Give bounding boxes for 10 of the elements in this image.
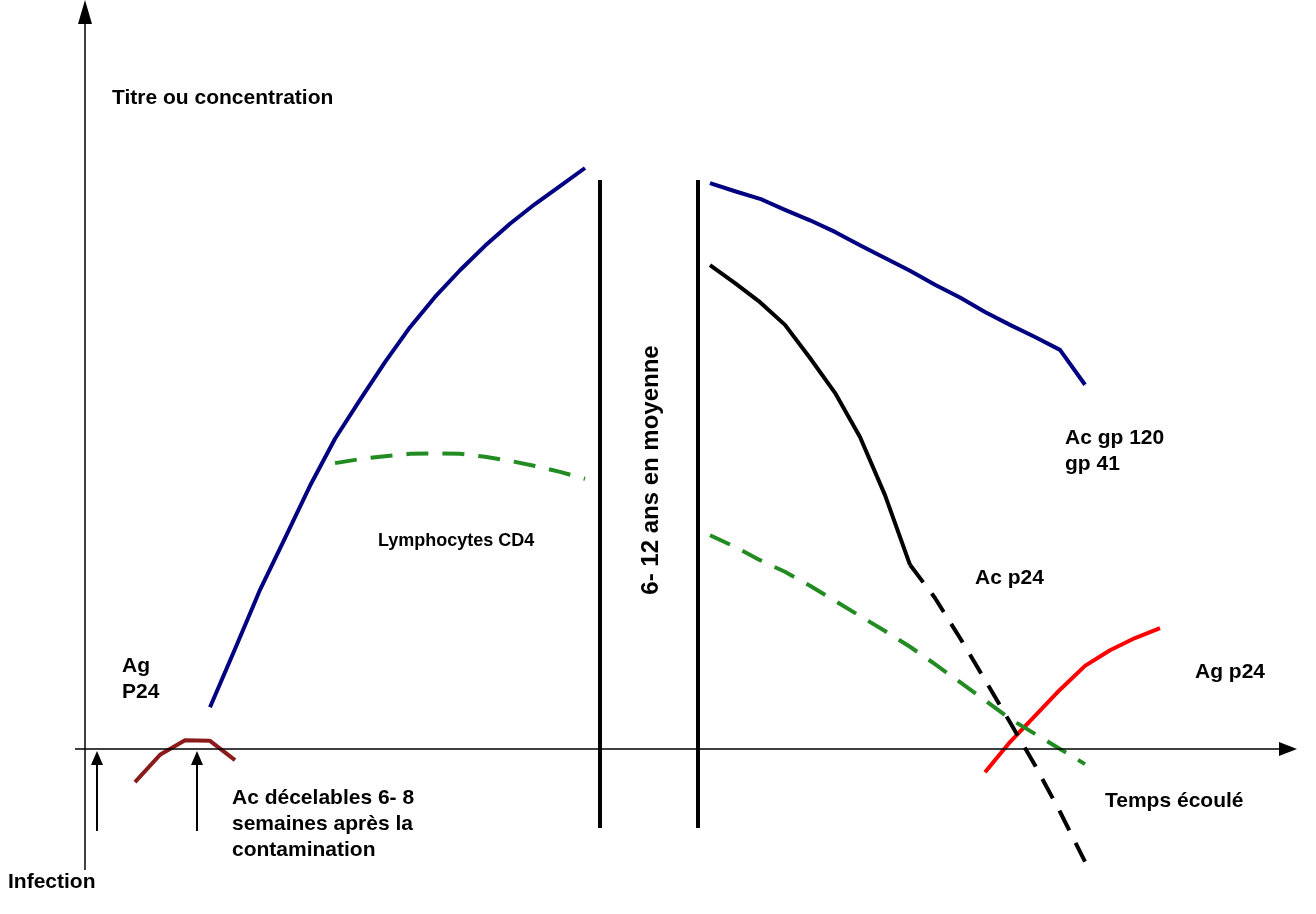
text: Infection bbox=[8, 868, 97, 894]
annotation: Ac p24 bbox=[975, 564, 1045, 590]
annotation: Lymphocytes CD4 bbox=[378, 529, 536, 552]
annotation: 6- 12 ans en moyenne bbox=[636, 345, 663, 595]
annotation: Ag P24 bbox=[122, 652, 161, 704]
annotation: Ac décelables 6- 8 semaines après la contamination bbox=[232, 784, 416, 862]
annotation: Ac gp 120 gp 41 bbox=[1065, 424, 1166, 476]
y-axis-title: Titre ou concentration bbox=[112, 84, 334, 110]
annotation: Ag p24 bbox=[1195, 658, 1266, 684]
x-axis-title: Temps écoulé bbox=[1105, 787, 1244, 813]
